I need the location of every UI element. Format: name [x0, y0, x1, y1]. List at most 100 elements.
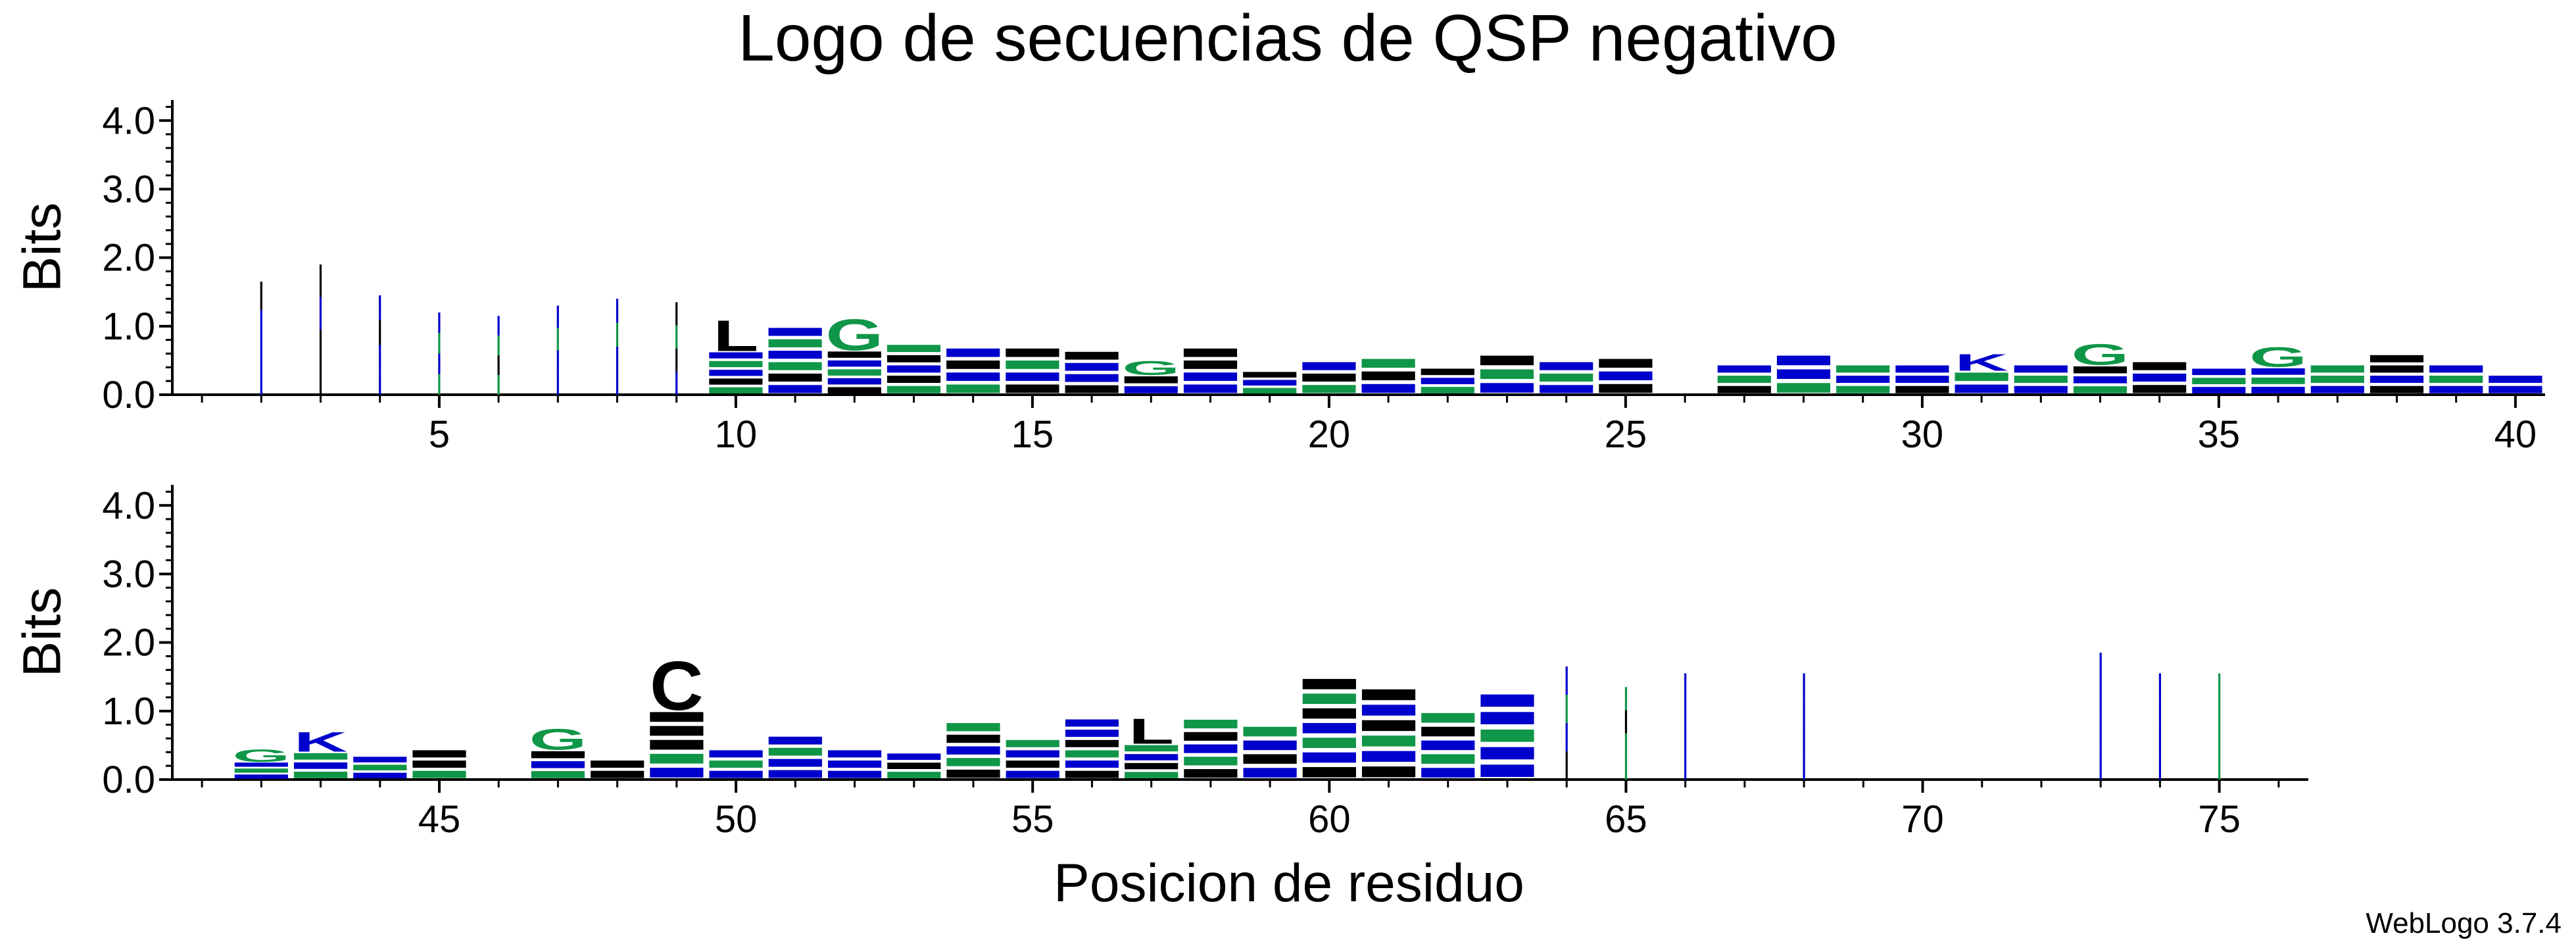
logo-column: L: [1125, 711, 1179, 778]
y-tick-label: 1.0: [102, 305, 155, 348]
y-tick-label: 2.0: [102, 622, 155, 664]
logo-letter-segment: [946, 384, 1000, 393]
logo-letter-segment: [650, 712, 704, 722]
logo-top-letter: G: [1122, 357, 1180, 380]
logo-letter-segment: [2218, 726, 2221, 753]
logo-letter-segment: [1421, 368, 1474, 376]
logo-letter-segment: [709, 378, 763, 385]
logo-letter-segment: [379, 345, 381, 370]
logo-letter-segment: [1480, 694, 1534, 707]
logo-letter-segment: [2158, 699, 2162, 727]
logo-column: [1361, 359, 1415, 393]
logo-letter-segment: [234, 774, 288, 779]
logo-letter-segment: [1421, 726, 1475, 737]
logo-letter-segment: [2369, 365, 2424, 373]
logo-letter-segment: [497, 336, 500, 356]
logo-letter-segment: [709, 352, 763, 359]
logo-letter-segment: [2429, 386, 2483, 393]
x-tick-label: 40: [2494, 413, 2537, 456]
logo-column: [2158, 673, 2162, 780]
logo-letter-segment: [1302, 752, 1356, 763]
x-tick-label: 45: [418, 798, 461, 841]
logo-column: [1803, 673, 1805, 780]
logo-column: G: [1122, 357, 1180, 393]
logo-letter-segment: [1480, 729, 1534, 742]
logo-letter-segment: [709, 750, 763, 758]
logo-letter-segment: [887, 355, 941, 362]
logo-column: [2133, 362, 2187, 393]
logo-letter-segment: [946, 372, 1000, 382]
y-tick-label: 0.0: [102, 759, 155, 801]
logo-letter-segment: [1421, 387, 1474, 393]
logo-letter-segment: [438, 353, 441, 374]
logo-letter-segment: [1006, 770, 1059, 778]
logo-letter-segment: [379, 370, 381, 395]
logo-letter-segment: [1776, 369, 1831, 380]
logo-letter-segment: [531, 761, 585, 768]
logo-letter-segment: [293, 772, 348, 778]
weblogo-credit: WebLogo 3.7.4: [2366, 907, 2562, 939]
logo-letter-segment: [1776, 383, 1831, 393]
logo-letter-segment: [319, 330, 322, 362]
logo-letter-segment: [1480, 712, 1534, 724]
logo-letter-segment: [1184, 732, 1238, 741]
logo-letter-segment: [827, 351, 881, 358]
logo-letter-segment: [1361, 735, 1416, 747]
logo-column: [616, 299, 619, 395]
logo-letter-segment: [768, 351, 822, 359]
logo-letter-segment: [2099, 716, 2102, 748]
logo-letter-segment: [260, 338, 262, 367]
logo-column: [1421, 368, 1474, 393]
logo-letter-segment: [2014, 386, 2068, 393]
logo-letter-segment: [1776, 355, 1831, 366]
logo-letter-segment: [2073, 366, 2127, 374]
logo-top-letter: G: [2249, 342, 2307, 373]
logo-column: [1065, 719, 1119, 778]
logo-column: [556, 305, 559, 395]
logo-letter-segment: [2218, 673, 2221, 700]
logo-letter-segment: [1895, 376, 1949, 384]
logo-letter-segment: [675, 325, 678, 349]
logo-column: [1540, 362, 1593, 393]
logo-letter-segment: [768, 328, 822, 336]
logo-column: [946, 348, 1000, 393]
logo-letter-segment: [1361, 705, 1416, 716]
logo-column: [2489, 376, 2542, 393]
y-tick-label: 3.0: [102, 553, 155, 595]
logo-letter-segment: [1684, 699, 1687, 727]
logo-letter-segment: [1006, 361, 1059, 369]
logo-letter-segment: [650, 753, 704, 764]
logo-letter-segment: [1717, 386, 1771, 393]
logo-letter-segment: [675, 371, 678, 395]
logo-letter-segment: [1803, 726, 1805, 753]
logo-letter-segment: [1302, 693, 1356, 705]
logo-letter-segment: [1895, 365, 1949, 373]
logo-letter-segment: [827, 369, 881, 376]
logo-top-letter: K: [294, 727, 347, 758]
logo-letter-segment: [887, 376, 941, 384]
y-tick-label: 3.0: [102, 168, 155, 211]
logo-column: G: [2249, 342, 2307, 393]
logo-letter-segment: [1480, 369, 1534, 380]
logo-letter-segment: [1540, 385, 1593, 393]
x-tick-label: 75: [2198, 798, 2241, 841]
x-tick-label: 50: [715, 798, 758, 841]
logo-letter-segment: [1183, 372, 1238, 382]
logo-letter-segment: [768, 385, 822, 393]
logo-letter-segment: [1624, 687, 1628, 710]
y-tick-label: 4.0: [102, 484, 155, 527]
logo-letter-segment: [887, 772, 941, 778]
logo-letter-segment: [1421, 712, 1475, 723]
logo-column: G: [232, 746, 290, 779]
logo-letter-segment: [946, 734, 1000, 743]
logo-top-letter: C: [650, 647, 703, 725]
logo-letter-segment: [616, 299, 619, 323]
logo-letter-segment: [1480, 764, 1534, 777]
x-tick-label: 60: [1308, 798, 1351, 841]
logo-letter-segment: [1125, 754, 1179, 760]
logo-letter-segment: [1065, 362, 1119, 371]
logo-column: [1776, 355, 1831, 393]
logo-top-letter: L: [1129, 711, 1174, 751]
logo-letter-segment: [1243, 726, 1297, 737]
